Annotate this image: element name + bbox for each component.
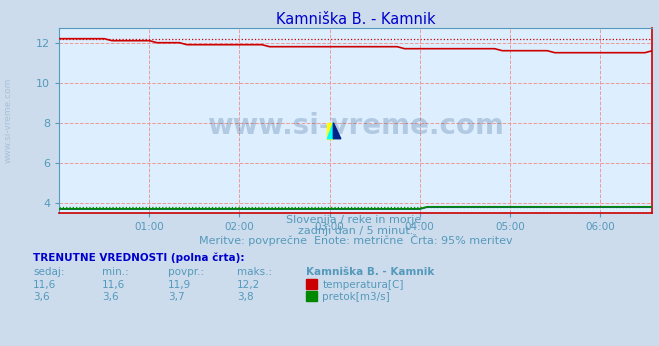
Polygon shape: [333, 123, 341, 139]
Text: zadnji dan / 5 minut.: zadnji dan / 5 minut.: [298, 226, 414, 236]
Polygon shape: [328, 123, 333, 139]
Text: 3,6: 3,6: [102, 292, 119, 302]
Text: Kamniška B. - Kamnik: Kamniška B. - Kamnik: [306, 267, 435, 277]
Text: Meritve: povprečne  Enote: metrične  Črta: 95% meritev: Meritve: povprečne Enote: metrične Črta:…: [199, 234, 513, 246]
Text: 11,9: 11,9: [168, 280, 191, 290]
Text: maks.:: maks.:: [237, 267, 272, 277]
Text: pretok[m3/s]: pretok[m3/s]: [322, 292, 390, 302]
Text: 3,7: 3,7: [168, 292, 185, 302]
Text: povpr.:: povpr.:: [168, 267, 204, 277]
Text: 11,6: 11,6: [102, 280, 125, 290]
Text: 3,8: 3,8: [237, 292, 254, 302]
Text: www.si-vreme.com: www.si-vreme.com: [3, 78, 13, 163]
Title: Kamniška B. - Kamnik: Kamniška B. - Kamnik: [276, 11, 436, 27]
Text: 11,6: 11,6: [33, 280, 56, 290]
Text: Slovenija / reke in morje.: Slovenija / reke in morje.: [287, 215, 425, 225]
Text: min.:: min.:: [102, 267, 129, 277]
Text: sedaj:: sedaj:: [33, 267, 65, 277]
Text: temperatura[C]: temperatura[C]: [322, 280, 404, 290]
Text: 3,6: 3,6: [33, 292, 49, 302]
Polygon shape: [328, 123, 333, 139]
Text: 12,2: 12,2: [237, 280, 260, 290]
Text: TRENUTNE VREDNOSTI (polna črta):: TRENUTNE VREDNOSTI (polna črta):: [33, 253, 244, 263]
Text: www.si-vreme.com: www.si-vreme.com: [208, 112, 504, 140]
